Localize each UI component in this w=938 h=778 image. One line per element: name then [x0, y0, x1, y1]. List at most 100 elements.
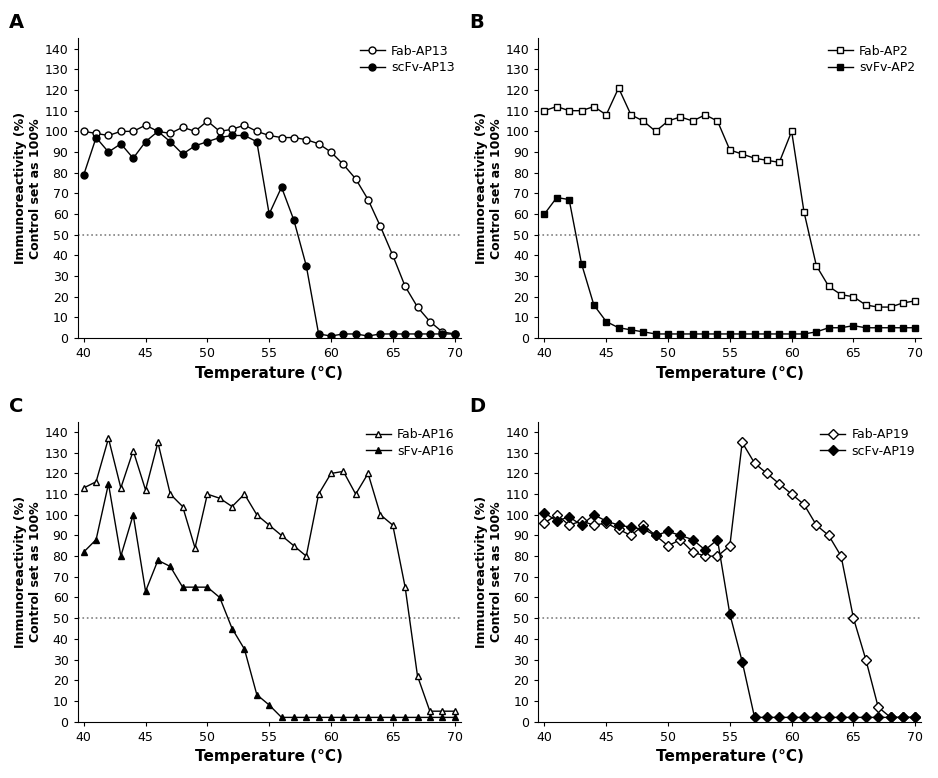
- scFv-AP19: [613, 520, 624, 530]
- sFv-AP16: [313, 713, 325, 722]
- scFv-AP19: [786, 713, 797, 722]
- Fab-AP19: [736, 438, 748, 447]
- Y-axis label: Immunoreactivity (%)
Control set as 100%: Immunoreactivity (%) Control set as 100%: [14, 112, 42, 265]
- Fab-AP2: [749, 153, 760, 163]
- svFv-AP2: [538, 209, 550, 219]
- Fab-AP19: [786, 489, 797, 499]
- sFv-AP16: [338, 713, 349, 722]
- Fab-AP13: [214, 127, 225, 136]
- Fab-AP2: [786, 127, 797, 136]
- sFv-AP16: [239, 644, 250, 654]
- Fab-AP16: [115, 483, 127, 492]
- Fab-AP2: [836, 290, 847, 300]
- scFv-AP13: [300, 261, 311, 271]
- Fab-AP16: [300, 552, 311, 561]
- svFv-AP2: [798, 329, 809, 338]
- Fab-AP2: [798, 207, 809, 216]
- svFv-AP2: [885, 323, 896, 332]
- sFv-AP16: [214, 593, 225, 602]
- Fab-AP2: [552, 102, 563, 111]
- Fab-AP13: [128, 127, 139, 136]
- X-axis label: Temperature (°C): Temperature (°C): [656, 749, 804, 764]
- scFv-AP19: [872, 713, 884, 722]
- Legend: Fab-AP13, scFv-AP13: Fab-AP13, scFv-AP13: [359, 44, 455, 75]
- Fab-AP16: [202, 489, 213, 499]
- scFv-AP13: [226, 131, 237, 140]
- svFv-AP2: [712, 329, 723, 338]
- scFv-AP13: [78, 170, 89, 180]
- sFv-AP16: [350, 713, 361, 722]
- svFv-AP2: [700, 329, 711, 338]
- svFv-AP2: [662, 329, 673, 338]
- Fab-AP16: [313, 489, 325, 499]
- Fab-AP19: [762, 469, 773, 478]
- scFv-AP19: [588, 510, 599, 520]
- Fab-AP19: [836, 552, 847, 561]
- Fab-AP13: [338, 159, 349, 169]
- Line: Fab-AP19: Fab-AP19: [541, 439, 918, 721]
- scFv-AP13: [251, 137, 263, 146]
- Fab-AP16: [239, 489, 250, 499]
- sFv-AP16: [375, 713, 386, 722]
- Fab-AP19: [662, 541, 673, 551]
- Fab-AP16: [251, 510, 263, 520]
- Fab-AP13: [387, 251, 399, 260]
- Fab-AP2: [650, 127, 661, 136]
- svFv-AP2: [650, 329, 661, 338]
- sFv-AP16: [276, 713, 287, 722]
- Line: sFv-AP16: sFv-AP16: [81, 480, 458, 721]
- Fab-AP19: [810, 520, 822, 530]
- Fab-AP19: [564, 520, 575, 530]
- scFv-AP13: [362, 331, 373, 341]
- scFv-AP19: [860, 713, 871, 722]
- sFv-AP16: [140, 587, 151, 596]
- Fab-AP19: [774, 479, 785, 489]
- Fab-AP16: [338, 467, 349, 476]
- svFv-AP2: [724, 329, 735, 338]
- Fab-AP2: [600, 110, 612, 120]
- Fab-AP2: [638, 117, 649, 126]
- scFv-AP13: [189, 141, 201, 150]
- Fab-AP2: [774, 158, 785, 167]
- scFv-AP19: [662, 527, 673, 536]
- Fab-AP19: [650, 531, 661, 540]
- Fab-AP13: [115, 127, 127, 136]
- Fab-AP19: [552, 510, 563, 520]
- Legend: Fab-AP16, sFv-AP16: Fab-AP16, sFv-AP16: [366, 428, 455, 457]
- Fab-AP16: [325, 469, 337, 478]
- scFv-AP13: [90, 133, 101, 142]
- Fab-AP13: [202, 117, 213, 126]
- Fab-AP19: [798, 499, 809, 509]
- sFv-AP16: [400, 713, 411, 722]
- svFv-AP2: [688, 329, 699, 338]
- sFv-AP16: [90, 535, 101, 545]
- scFv-AP19: [538, 508, 550, 517]
- svFv-AP2: [576, 259, 587, 268]
- Fab-AP16: [152, 438, 163, 447]
- Fab-AP13: [325, 147, 337, 156]
- scFv-AP13: [412, 329, 423, 338]
- Fab-AP19: [600, 518, 612, 527]
- scFv-AP19: [848, 713, 859, 722]
- Fab-AP16: [400, 583, 411, 592]
- Fab-AP13: [375, 222, 386, 231]
- Fab-AP2: [848, 292, 859, 301]
- Fab-AP13: [152, 127, 163, 136]
- Text: C: C: [8, 397, 23, 415]
- sFv-AP16: [436, 713, 447, 722]
- Fab-AP16: [226, 502, 237, 511]
- scFv-AP13: [387, 329, 399, 338]
- X-axis label: Temperature (°C): Temperature (°C): [195, 366, 343, 380]
- scFv-AP19: [688, 535, 699, 545]
- Fab-AP13: [300, 135, 311, 144]
- svFv-AP2: [626, 325, 637, 335]
- scFv-AP19: [576, 520, 587, 530]
- Fab-AP19: [860, 655, 871, 664]
- Fab-AP16: [436, 706, 447, 716]
- scFv-AP13: [276, 183, 287, 192]
- svFv-AP2: [872, 323, 884, 332]
- svFv-AP2: [860, 323, 871, 332]
- Fab-AP2: [688, 117, 699, 126]
- scFv-AP13: [103, 147, 114, 156]
- scFv-AP13: [449, 329, 461, 338]
